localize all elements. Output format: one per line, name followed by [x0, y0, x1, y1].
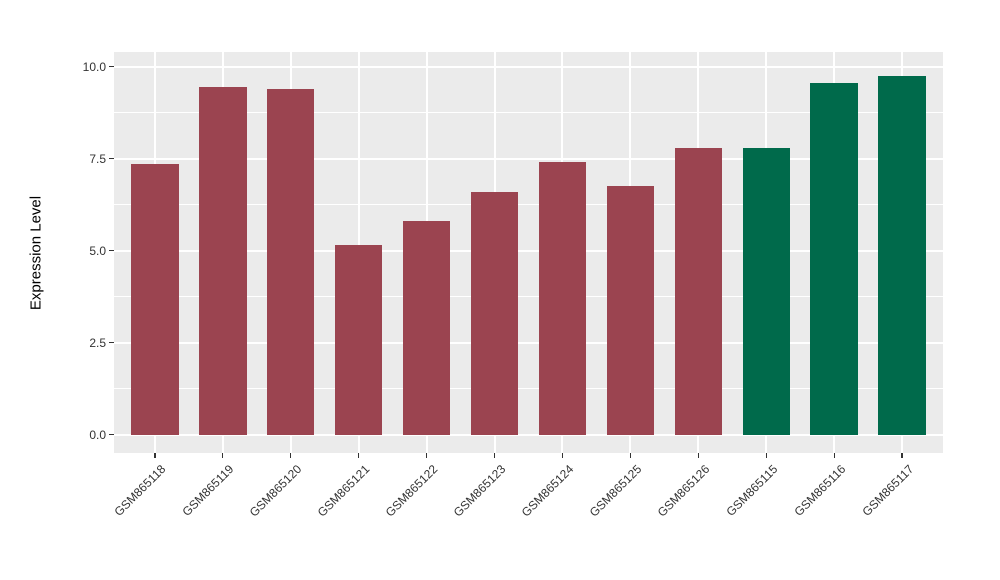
y-tick-mark	[109, 157, 114, 160]
y-tick-label: 2.5	[89, 335, 106, 350]
x-tick-label: GSM865124	[518, 462, 577, 520]
x-tick-label: GSM865117	[859, 462, 917, 519]
bar-GSM865118	[130, 164, 179, 435]
y-tick-mark	[109, 341, 114, 344]
bar-GSM865123	[470, 191, 519, 435]
bar-GSM865126	[674, 147, 723, 435]
x-tick-label: GSM865121	[314, 462, 373, 520]
bar-GSM865116	[810, 83, 859, 435]
bar-GSM865125	[606, 186, 655, 435]
y-tick-mark	[109, 249, 114, 252]
bar-GSM865117	[878, 75, 926, 435]
major-gridline	[114, 433, 943, 436]
x-tick-label: GSM865126	[654, 462, 713, 520]
minor-gridline	[114, 296, 943, 298]
major-gridline	[114, 157, 943, 160]
x-tick-mark	[289, 453, 292, 458]
x-tick-mark	[901, 453, 903, 458]
minor-gridline	[114, 204, 943, 206]
x-tick-mark	[425, 453, 428, 458]
plot-panel	[114, 52, 943, 453]
y-tick-label: 10.0	[82, 59, 106, 74]
x-tick-label: GSM865122	[382, 462, 441, 520]
x-tick-mark	[697, 453, 700, 458]
major-gridline	[114, 65, 943, 68]
x-tick-mark	[221, 453, 224, 458]
y-tick-mark	[109, 433, 114, 436]
y-tick-label: 5.0	[89, 243, 106, 258]
y-tick-label: 7.5	[89, 151, 106, 166]
x-tick-label: GSM865119	[179, 462, 237, 519]
x-tick-mark	[357, 453, 360, 458]
x-tick-label: GSM865118	[111, 462, 169, 519]
bar-GSM865120	[266, 88, 315, 435]
x-tick-mark	[154, 453, 156, 458]
bar-GSM865122	[402, 221, 451, 435]
bar-GSM865119	[198, 86, 247, 435]
minor-gridline	[114, 388, 943, 390]
y-tick-label: 0.0	[89, 427, 106, 442]
x-tick-mark	[629, 453, 632, 458]
bar-GSM865121	[334, 245, 383, 435]
x-tick-mark	[765, 453, 768, 458]
x-tick-label: GSM865115	[723, 462, 781, 519]
y-axis-title: Expression Level	[27, 195, 45, 310]
x-tick-label: GSM865120	[247, 462, 305, 520]
x-tick-mark	[833, 453, 836, 458]
major-gridline	[114, 341, 943, 344]
x-tick-label: GSM865125	[586, 462, 645, 520]
bar-GSM865124	[538, 162, 587, 435]
minor-gridline	[114, 112, 943, 114]
x-tick-label: GSM865123	[450, 462, 509, 520]
y-tick-mark	[109, 65, 114, 68]
bar-GSM865115	[742, 147, 791, 435]
x-tick-mark	[561, 453, 564, 458]
major-gridline	[114, 249, 943, 252]
x-tick-mark	[493, 453, 496, 458]
x-tick-label: GSM865116	[791, 462, 849, 519]
